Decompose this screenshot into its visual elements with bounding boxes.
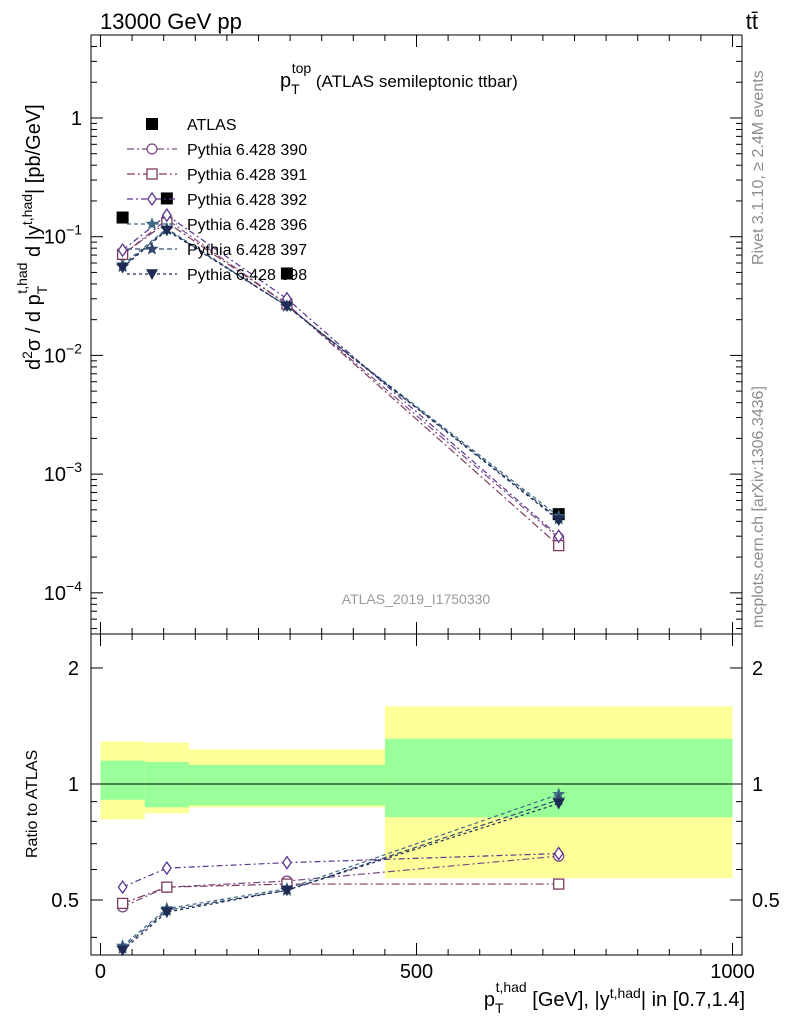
ratio-point (281, 855, 292, 870)
series-396 (115, 221, 566, 523)
rivet-label: Rivet 3.1.10, ≥ 2.4M events (750, 70, 767, 265)
ratio-point (280, 885, 293, 897)
series-line (122, 229, 560, 521)
series-391 (116, 216, 565, 552)
mcplots-label: mcplots.cern.ch [arXiv:1306.3436] (750, 386, 767, 628)
ratio-point (553, 846, 564, 861)
top-y-axis-label: d2σ / d pTt,had d |yt,had| [pb/GeV] (14, 104, 50, 370)
legend-entry: Pythia 6.428 390 (127, 142, 307, 159)
series-line (122, 221, 560, 547)
ratio-point (117, 879, 128, 895)
tick-labels: 1 10−1 10−2 10−3 10−4 2 2 1 1 0.5 0.5 0 500 1000 (44, 108, 780, 983)
ratio-point (553, 878, 565, 890)
legend-entry: Pythia 6.428 391 (127, 167, 307, 184)
legend: ATLAS Pythia 6.428 390 Pythia 6.428 391 Pyt… (127, 117, 307, 284)
data-point (117, 243, 128, 258)
data-point (280, 267, 293, 280)
series-397 (115, 222, 566, 525)
ratio-line (122, 855, 559, 908)
ratio-y-tick-label: 0.5 (51, 890, 79, 912)
ratio-y-tick-label-right: 2 (752, 658, 763, 680)
ratio-y-tick-label-right: 1 (752, 774, 763, 796)
data-point (160, 225, 173, 237)
energy-label: 13000 GeV pp (100, 9, 242, 34)
ratio-point (161, 860, 172, 876)
ratio-line (122, 799, 559, 949)
series-390 (116, 213, 565, 544)
legend-label: Pythia 6.428 390 (187, 142, 307, 159)
data-point (116, 211, 129, 224)
x-axis-label: pTt,had [GeV], |yt,had| in [0.7,1.4] (484, 979, 745, 1016)
top-y-tick-label: 1 (71, 108, 82, 130)
legend-marker (145, 217, 159, 230)
data-point (280, 301, 293, 313)
ratio-point (116, 945, 129, 957)
ratio-point (160, 907, 173, 919)
x-tick-label: 500 (400, 961, 433, 983)
ratio-y-tick-label-right: 0.5 (752, 890, 780, 912)
ratio-line (122, 883, 559, 904)
green-band-bin (144, 762, 189, 808)
series-atlas (116, 192, 565, 521)
ratio-series (115, 787, 566, 957)
distribution-series (115, 192, 566, 552)
ratio-line (122, 852, 559, 888)
legend-label: Pythia 6.428 398 (187, 267, 307, 284)
legend-label: Pythia 6.428 396 (187, 217, 307, 234)
legend-entry: Pythia 6.428 397 (127, 242, 307, 259)
x-tick-label: 0 (95, 961, 106, 983)
ratio-y-axis-label: Ratio to ATLAS (24, 750, 41, 858)
legend-entry: Pythia 6.428 392 (127, 191, 307, 209)
ratio-series-398 (116, 798, 565, 957)
ratio-y-tick-label: 1 (68, 774, 79, 796)
series-line (122, 214, 560, 537)
series-line (122, 218, 560, 539)
process-label: tt̄ (746, 9, 758, 34)
green-band-bin (188, 765, 385, 806)
data-point (160, 192, 173, 205)
legend-marker (147, 191, 157, 207)
series-392 (117, 207, 564, 544)
data-point (161, 207, 172, 223)
legend-label: Pythia 6.428 391 (187, 167, 307, 184)
top-y-tick-label: 10−1 (44, 222, 82, 249)
axis-ticks (91, 34, 742, 955)
series-398 (116, 225, 565, 527)
ratio-point (161, 881, 173, 893)
top-y-tick-label: 10−2 (44, 340, 82, 367)
legend-label: ATLAS (187, 117, 237, 134)
legend-marker (146, 168, 158, 180)
ratio-series-391 (116, 878, 565, 910)
legend-entry: Pythia 6.428 398 (127, 267, 307, 284)
top-y-tick-label: 10−4 (44, 578, 82, 605)
ratio-bands (91, 706, 742, 879)
x-tick-label: 1000 (710, 961, 755, 983)
green-band-bin (100, 760, 145, 800)
data-point (116, 262, 129, 274)
ratio-point (552, 798, 565, 810)
ratio-point (116, 897, 129, 910)
top-y-tick-label: 10−3 (44, 459, 82, 486)
data-point (552, 515, 565, 527)
legend-marker (145, 242, 159, 255)
ratio-series-392 (117, 846, 564, 895)
legend-entry: ATLAS (146, 117, 237, 134)
ratio-y-tick-label: 2 (68, 658, 79, 680)
legend-marker (146, 269, 158, 280)
analysis-watermark: ATLAS_2019_I1750330 (342, 591, 491, 607)
legend-marker (146, 143, 158, 155)
legend-label: Pythia 6.428 392 (187, 192, 307, 209)
legend-label: Pythia 6.428 397 (187, 242, 307, 259)
data-point (553, 529, 564, 544)
ratio-line (122, 793, 559, 947)
plot-title: pTtop (ATLAS semileptonic ttbar) (280, 60, 518, 97)
legend-marker (146, 118, 158, 130)
legend-entry: Pythia 6.428 396 (127, 217, 307, 234)
